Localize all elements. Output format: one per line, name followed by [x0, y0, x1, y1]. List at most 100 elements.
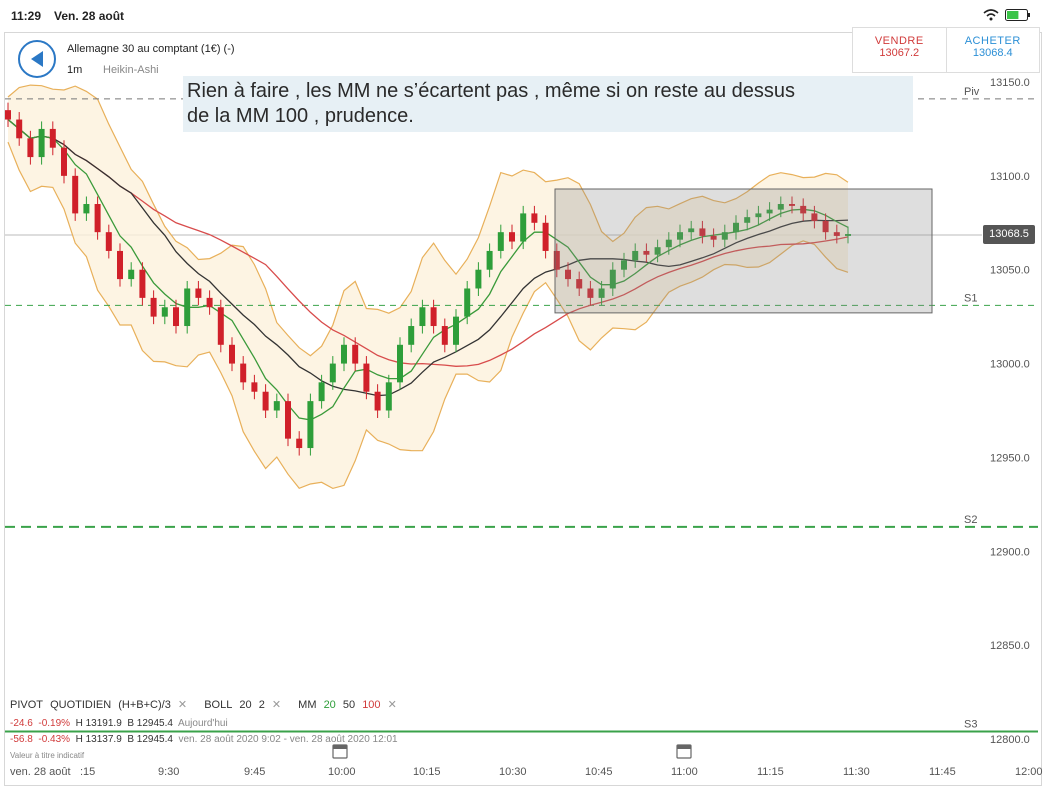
candle-body [363, 363, 370, 392]
comment-line-2: de la MM 100 , prudence. [187, 105, 414, 127]
current-price-tag: 13068.5 [983, 225, 1035, 244]
wifi-icon [983, 9, 999, 21]
indicator-legend[interactable]: PIVOT QUOTIDIEN (H+B+C)/3 ✕ BOLL 20 2 ✕ … [10, 698, 401, 711]
close-icon[interactable]: ✕ [387, 699, 397, 711]
candle-body [206, 297, 213, 308]
price-tick-label: 13050.0 [990, 265, 1030, 277]
price-tick-label: 12800.0 [990, 734, 1030, 746]
time-tick-label: 10:45 [585, 766, 613, 778]
candle-body [464, 288, 471, 317]
candle-body [341, 344, 347, 364]
buy-button[interactable]: ACHETER 13068.4 [947, 28, 1040, 72]
moving-averages [7, 119, 849, 421]
close-icon[interactable]: ✕ [177, 699, 188, 711]
candle-body [38, 128, 45, 158]
candle-body [665, 239, 672, 248]
low-value: B 12945.4 [127, 734, 173, 745]
time-tick-label: 10:00 [328, 766, 356, 778]
candle-body [61, 147, 67, 176]
chart-frame [4, 32, 1042, 786]
annotation-comment: Rien à faire , les MM ne s’écartent pas … [183, 76, 913, 132]
candle-body [621, 260, 627, 270]
candle-body [419, 307, 426, 327]
timeframe-label[interactable]: 1m [67, 64, 83, 76]
bollinger-fill [8, 85, 848, 489]
arrow-left-icon [31, 51, 43, 67]
candle-body [766, 209, 773, 214]
calendar-icon [332, 744, 348, 759]
stats-row-today: -24.6 -0.19% H 13191.9 B 12945.4 Aujourd… [10, 718, 228, 729]
candle-body [453, 316, 459, 345]
pivot-label-piv: Piv [964, 86, 980, 98]
calendar-icon [676, 744, 692, 759]
period-label: Aujourd'hui [177, 718, 228, 729]
low-value: B 12945.4 [127, 718, 173, 729]
legend-pivot: PIVOT [10, 699, 44, 711]
instrument-name[interactable]: Allemagne 30 au comptant (1€) (-) [67, 43, 235, 55]
chart-type-label[interactable]: Heikin-Ashi [103, 64, 159, 76]
close-icon[interactable]: ✕ [271, 699, 282, 711]
mm100-line [7, 119, 849, 367]
period-label: ven. 28 août 2020 9:02 - ven. 28 août 20… [178, 734, 398, 745]
range-box [554, 188, 933, 314]
candle-body [195, 288, 202, 298]
candle-body [497, 232, 504, 251]
candle-body [307, 401, 314, 449]
candle-body [822, 220, 829, 233]
pivot-label-s3: S3 [964, 718, 977, 730]
candle-body [397, 344, 403, 383]
time-tick-label: :15 [80, 766, 96, 778]
candle-body [318, 382, 325, 402]
candle-body [475, 269, 482, 289]
trade-panel: VENDRE 13067.2 ACHETER 13068.4 [852, 27, 1040, 73]
candle-body [811, 213, 818, 221]
candle-body [553, 250, 560, 270]
candle-body [128, 269, 135, 280]
high-value: H 13137.9 [75, 734, 122, 745]
candle-body [699, 228, 706, 236]
legend-mm1: 20 [323, 699, 336, 711]
candle-body [217, 307, 224, 345]
back-button[interactable] [18, 40, 56, 78]
candle-body [229, 344, 235, 364]
candle-body [486, 250, 493, 270]
legend-mm3: 100 [362, 699, 381, 711]
change-value: -24.6 [10, 718, 33, 729]
candle-body [374, 391, 381, 411]
time-tick-label: 9:45 [244, 766, 266, 778]
candle-body [542, 222, 549, 251]
price-tick-label: 13000.0 [990, 359, 1030, 371]
price-tick-label: 12850.0 [990, 640, 1030, 652]
candle-body [755, 213, 762, 218]
change-pct: -0.43% [38, 734, 71, 745]
time-tick-label: 10:30 [499, 766, 527, 778]
buy-price: 13068.4 [972, 47, 1013, 59]
mm20-line [7, 119, 849, 421]
candle-body [352, 344, 359, 364]
price-tick-label: 13100.0 [990, 171, 1030, 183]
candle-body [777, 204, 784, 210]
status-icons [983, 9, 1031, 21]
candle-body [251, 382, 258, 392]
candles [5, 102, 851, 456]
bollinger-upper [7, 84, 849, 357]
price-tick-label: 12900.0 [990, 546, 1030, 558]
candle-body [520, 213, 527, 242]
bollinger-lower [7, 141, 849, 490]
candle-body [733, 222, 739, 233]
legend-boll-p1: 20 [239, 699, 252, 711]
candle-body [789, 204, 795, 206]
sell-button[interactable]: VENDRE 13067.2 [853, 28, 947, 72]
candle-body [296, 438, 303, 449]
price-tick-label: 12950.0 [990, 452, 1030, 464]
consolidation-box [554, 188, 933, 314]
time-tick-label: 9:30 [158, 766, 180, 778]
candle-body [688, 228, 695, 233]
candle-body [710, 235, 717, 240]
candle-body [721, 232, 728, 240]
candle-body [150, 297, 157, 317]
candle-body [285, 401, 291, 439]
candle-body [744, 217, 751, 223]
candle-body [139, 269, 146, 298]
candle-body [800, 205, 807, 214]
